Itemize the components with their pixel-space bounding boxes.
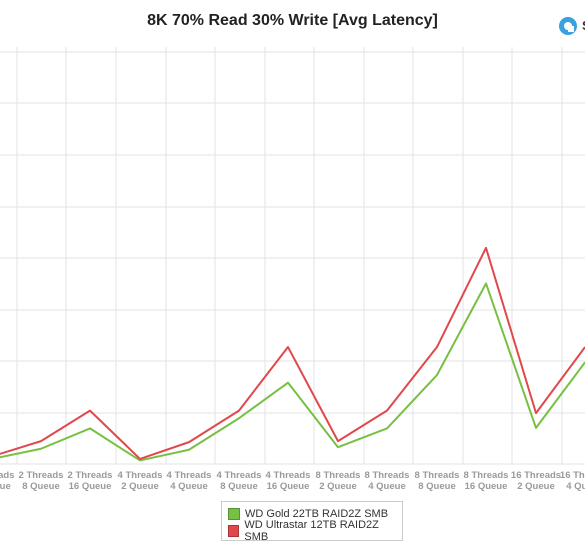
x-tick-label: 4 Threads 2 Queue bbox=[118, 470, 163, 492]
x-tick-label: 2 Threads 8 Queue bbox=[19, 470, 64, 492]
legend-label-wd-gold: WD Gold 22TB RAID2Z SMB bbox=[245, 507, 389, 520]
x-tick-label: 4 Threads 16 Queue bbox=[266, 470, 311, 492]
series-lines bbox=[0, 246, 585, 462]
legend: WD Gold 22TB RAID2Z SMB WD Ultrastar 12T… bbox=[221, 501, 403, 543]
legend-swatch-wd-ultrastar bbox=[228, 524, 240, 537]
x-tick-label: 8 Threads 4 Queue bbox=[365, 470, 410, 492]
x-tick-label: 2 Threads 16 Queue bbox=[68, 470, 113, 492]
series-line-1 bbox=[0, 246, 585, 460]
x-tick-label: 8 Threads 8 Queue bbox=[415, 470, 460, 492]
brand-logo-icon bbox=[559, 17, 577, 35]
x-tick-label: 4 Threads 8 Queue bbox=[217, 470, 262, 492]
legend-item-wd-gold[interactable]: WD Gold 22TB RAID2Z SMB bbox=[228, 505, 396, 522]
chart-title: 8K 70% Read 30% Write [Avg Latency] bbox=[147, 12, 438, 29]
x-tick-label: 16 Threads 2 Queue bbox=[511, 470, 561, 492]
series-line-0 bbox=[0, 282, 585, 462]
x-tick-label: 8 Threads 2 Queue bbox=[316, 470, 361, 492]
grid-lines bbox=[0, 47, 585, 465]
legend-swatch-wd-gold bbox=[228, 507, 240, 520]
legend-item-wd-ultrastar[interactable]: WD Ultrastar 12TB RAID2Z SMB bbox=[228, 519, 396, 543]
brand-logo-text: S bbox=[582, 18, 585, 33]
x-tick-label: 4 Threads 4 Queue bbox=[167, 470, 212, 492]
legend-label-wd-ultrastar: WD Ultrastar 12TB RAID2Z SMB bbox=[244, 518, 379, 543]
x-tick-label: 8 Threads 16 Queue bbox=[464, 470, 509, 492]
